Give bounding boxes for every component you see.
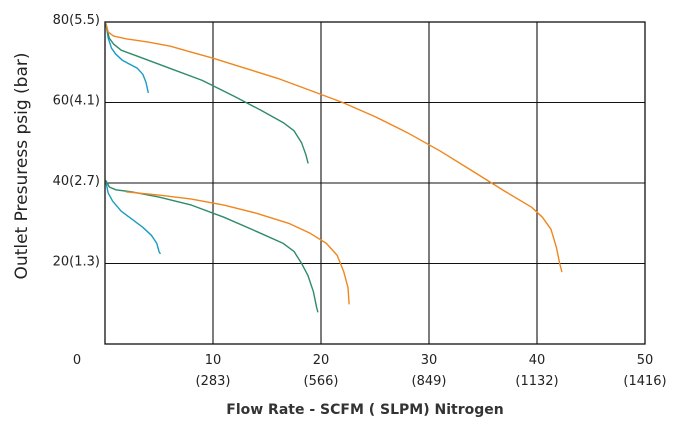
- x-tick-label: 0: [73, 353, 81, 368]
- grid-lines: [105, 22, 645, 344]
- x-tick-label: 10: [205, 353, 222, 368]
- flow-curves: [105, 23, 563, 313]
- series-line: [105, 182, 161, 255]
- x-tick-sublabel: (849): [412, 374, 447, 389]
- y-tick-label: 40(2.7): [53, 174, 100, 189]
- y-tick-label: 80(5.5): [53, 13, 100, 28]
- x-tick-labels: 0 10 (283) 20 (566) 30 (849) 40 (1132) 50 (1416): [73, 353, 667, 389]
- series-line: [105, 25, 309, 164]
- x-tick-sublabel: (1132): [515, 374, 558, 389]
- x-tick-sublabel: (283): [196, 374, 231, 389]
- x-tick-label: 40: [529, 353, 546, 368]
- series-line: [105, 180, 319, 313]
- y-tick-label: 60(4.1): [53, 94, 100, 109]
- series-line: [125, 191, 350, 305]
- x-axis-label: Flow Rate - SCFM ( SLPM) Nitrogen: [226, 402, 503, 418]
- plot-frame: [104, 21, 646, 345]
- x-tick-label: 20: [313, 353, 330, 368]
- x-tick-label: 30: [421, 353, 438, 368]
- x-tick-label: 50: [637, 353, 654, 368]
- y-tick-label: 20(1.3): [53, 255, 100, 270]
- series-line: [105, 23, 563, 273]
- x-tick-sublabel: (566): [304, 374, 339, 389]
- x-tick-sublabel: (1416): [623, 374, 666, 389]
- y-tick-labels: 20(1.3) 40(2.7) 60(4.1) 80(5.5): [53, 13, 100, 270]
- y-axis-label: Outlet Presuress psig (bar): [12, 53, 32, 280]
- series-line: [105, 23, 149, 94]
